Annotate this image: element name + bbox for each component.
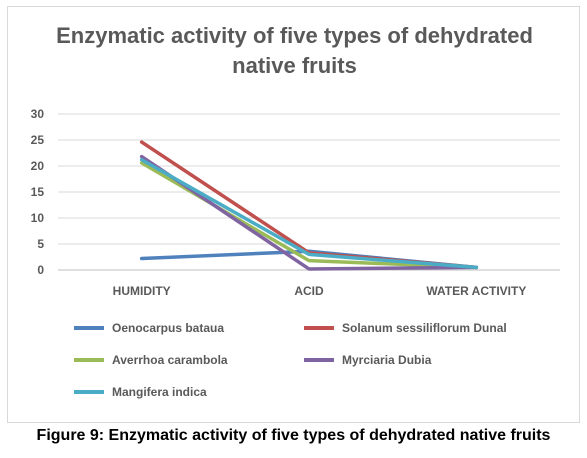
legend-label: Averrhoa carambola [112,353,228,367]
y-tick-label: 5 [37,237,44,251]
y-tick-label: 25 [31,133,45,147]
chart-title-line-2: native fruits [232,53,357,78]
legend-label: Oenocarpus bataua [112,321,225,335]
figure-caption: Figure 9: Enzymatic activity of five typ… [36,427,551,444]
legend-item-averrhoa: Averrhoa carambola [74,353,228,367]
chart-frame: Enzymatic activity of five types of dehy… [7,6,580,423]
legend-item-oenocarpus: Oenocarpus bataua [74,321,224,335]
legend-swatch [304,358,334,362]
legend-swatch [74,358,104,362]
series-line [139,158,479,270]
y-tick-label: 30 [31,107,45,121]
legend-label: Mangifera indica [112,385,207,399]
legend-swatch [74,326,104,330]
y-tick-label: 0 [37,263,44,277]
y-tick-label: 10 [31,211,45,225]
x-tick-label: ACID [294,284,324,298]
series-line [139,140,479,270]
legend-item-myrciaria: Myrciaria Dubia [304,353,431,367]
legend-item-solanum: Solanum sessiliflorum Dunal [304,321,507,335]
legend-item-mangifera: Mangifera indica [74,385,207,399]
y-tick-label: 20 [31,159,45,173]
chart-title-line-1: Enzymatic activity of five types of dehy… [56,23,533,48]
legend-label: Myrciaria Dubia [342,353,432,367]
series-line [139,154,479,271]
legend-swatch [74,390,104,394]
x-tick-label: HUMIDITY [113,284,171,298]
x-tick-label: WATER ACTIVITY [426,284,526,298]
line-chart: 0 5 10 15 20 25 30 HUMIDITY ACID WATER ACTIVITY [31,107,560,298]
y-tick-label: 15 [31,185,45,199]
legend-swatch [304,326,334,330]
legend-label: Solanum sessiliflorum Dunal [342,321,507,335]
